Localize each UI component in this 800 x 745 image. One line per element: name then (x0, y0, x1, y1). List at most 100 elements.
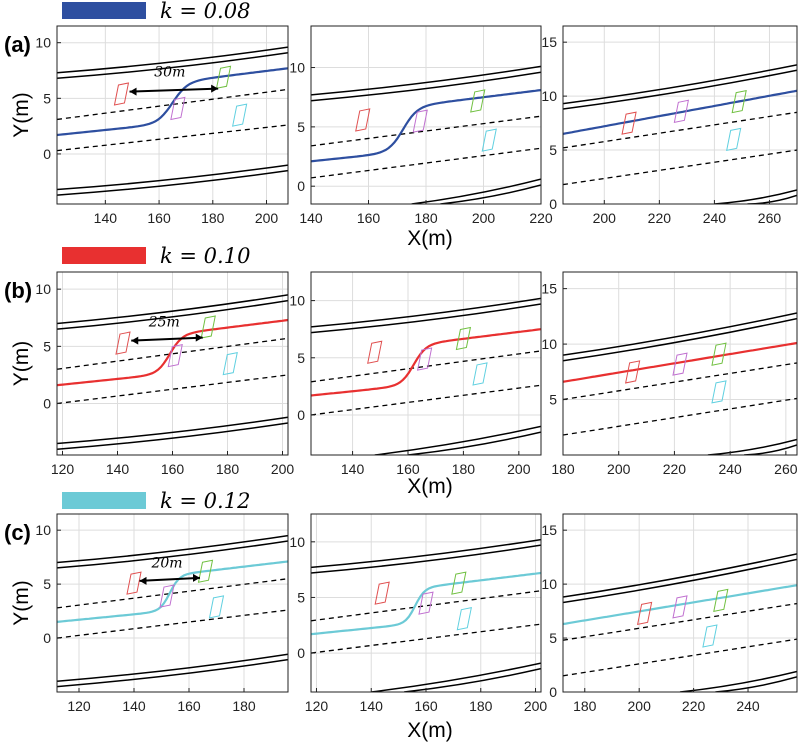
road-boundary (371, 662, 541, 692)
arrowhead-right (211, 84, 219, 93)
trajectory-line (563, 341, 797, 383)
x-tick-label: 180 (551, 461, 575, 477)
y-tick-label: 5 (297, 589, 305, 605)
road-boundary (440, 184, 541, 204)
x-tick-label: 180 (452, 461, 476, 477)
x-tick-label: 200 (255, 210, 279, 226)
axes-frame (56, 25, 289, 205)
road-boundary (311, 538, 541, 569)
x-tick-label: 200 (472, 210, 496, 226)
y-tick-label: 5 (43, 576, 51, 592)
x-tick-label: 180 (201, 210, 225, 226)
lane-divider-dashed (57, 578, 288, 609)
x-tick-label: 160 (357, 210, 381, 226)
vehicle-green (451, 571, 467, 595)
y-tick-label: 15 (541, 34, 557, 50)
x-tick-label: 180 (232, 698, 256, 714)
gap-distance-label: 25m (148, 314, 180, 330)
axes-frame (562, 271, 798, 456)
y-tick-label: 5 (549, 630, 557, 646)
vehicle-cyan (208, 595, 225, 619)
lane-divider-dashed (563, 149, 797, 186)
vehicle-green (215, 65, 232, 89)
trajectory-line (563, 584, 797, 626)
legend-label: k = 0.12 (160, 489, 250, 513)
lane-divider-dashed (563, 362, 797, 401)
trajectory-line (311, 89, 541, 163)
vehicle-violet (159, 584, 175, 608)
x-tick-label: 180 (414, 210, 438, 226)
road-boundary (311, 297, 541, 328)
road-boundary (563, 69, 797, 110)
x-axis-label: X(m) (407, 719, 453, 742)
road-boundary (679, 670, 797, 692)
vehicle-violet (412, 109, 428, 133)
arrowhead-right (195, 333, 203, 342)
y-tick-label: 10 (289, 534, 305, 550)
arrowhead-right (193, 573, 200, 582)
x-tick-label: 220 (648, 210, 672, 226)
y-tick-label: 5 (43, 90, 51, 106)
x-tick-label: 200 (524, 698, 548, 714)
lane-divider-dashed (311, 623, 541, 654)
road-boundary (707, 438, 797, 455)
road-boundary (311, 71, 541, 102)
x-tick-label: 160 (414, 698, 438, 714)
x-tick-label: 260 (774, 461, 798, 477)
road-boundary (57, 416, 288, 445)
gap-distance-label: 30m (154, 65, 185, 81)
x-tick-label: 160 (396, 461, 420, 477)
row-label: (b) (4, 278, 32, 303)
vehicle-cyan (702, 624, 718, 648)
x-tick-label: 240 (718, 461, 742, 477)
x-tick-label: 200 (607, 461, 631, 477)
y-tick-label: 0 (297, 178, 305, 194)
y-tick-label: 5 (549, 142, 557, 158)
road-boundary (563, 558, 797, 604)
x-tick-label: 140 (360, 698, 384, 714)
subplot: 140 160 180 200 0 5 10 (289, 271, 542, 477)
vehicle-violet (418, 591, 434, 615)
x-tick-label: 120 (51, 461, 75, 477)
vehicle-green (470, 89, 486, 113)
vehicle-red (367, 340, 383, 364)
y-tick-label: 10 (289, 60, 305, 76)
y-tick-label: 10 (35, 281, 51, 297)
trajectory-line (311, 571, 541, 636)
y-tick-label: 10 (541, 88, 557, 104)
lane-divider-dashed (57, 88, 288, 121)
y-tick-label: 5 (297, 350, 305, 366)
road-boundary (57, 46, 288, 74)
y-tick-label: 10 (541, 336, 557, 352)
subplot: 140 160 180 200 220 0 5 10 (289, 25, 553, 226)
vehicle-red (115, 331, 131, 355)
road-boundary (311, 65, 541, 96)
y-tick-label: 5 (43, 338, 51, 354)
y-tick-label: 15 (541, 281, 557, 297)
vehicle-red (113, 82, 130, 106)
road-boundary (57, 653, 288, 682)
lane-divider-dashed (311, 115, 541, 147)
road-boundary (404, 667, 541, 692)
vehicle-red (355, 108, 371, 132)
subplot: 120 140 160 180 200 0 5 10 (289, 513, 548, 714)
lane-divider-dashed (311, 147, 541, 179)
y-tick-label: 5 (297, 119, 305, 135)
vehicle-green (711, 342, 727, 366)
y-tick-label: 10 (541, 576, 557, 592)
road-boundary (563, 312, 797, 356)
y-tick-label: 10 (35, 522, 51, 538)
arrowhead-left (139, 576, 147, 585)
y-axis-label: Y(m) (10, 580, 33, 626)
x-tick-label: 200 (593, 210, 617, 226)
legend-swatch (62, 2, 146, 19)
x-tick-label: 140 (122, 698, 146, 714)
lane-divider-dashed (57, 337, 288, 370)
vehicle-violet (673, 99, 690, 123)
lane-divider-dashed (563, 397, 797, 436)
lane-divider-dashed (311, 350, 541, 383)
vehicle-green (197, 559, 214, 583)
x-tick-label: 160 (161, 461, 185, 477)
gap-distance-label: 20m (150, 556, 182, 572)
